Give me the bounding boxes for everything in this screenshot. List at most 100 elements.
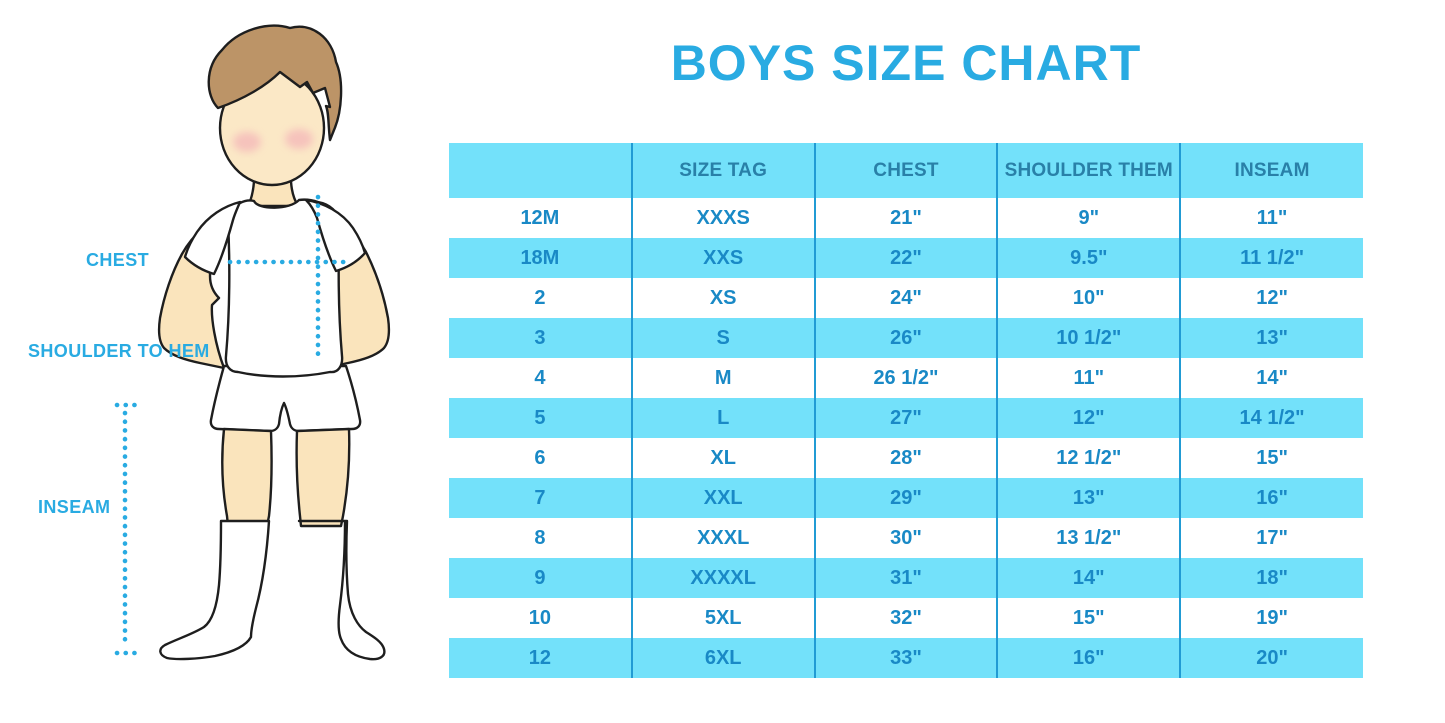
value-cell: XXS	[630, 238, 815, 278]
row-size-cell: 9	[534, 566, 546, 589]
table-row: 12 6XL 33" 16" 20"	[449, 638, 1363, 678]
row-size-cell: 7	[534, 486, 546, 509]
value-cell: 11"	[1179, 198, 1363, 238]
value-cell: 14 1/2"	[1179, 398, 1363, 438]
value-cell: L	[630, 398, 815, 438]
column-header-size	[449, 143, 632, 198]
boy-illustration	[114, 24, 391, 661]
inseam-measure-line	[114, 402, 144, 656]
boy-right-sleeve	[304, 198, 367, 273]
boy-blush-left	[233, 132, 261, 152]
row-size-cell: 12	[528, 646, 552, 669]
column-header-size-tag: SIZE TAG	[630, 143, 815, 198]
shoulder-to-hem-label: SHOULDER TO HEM	[28, 341, 210, 361]
size-table-body: 12M XXXS 21" 9" 11" 18M XXS 22" 9.5" 11 1/2" 2 XS 24…	[449, 198, 1363, 678]
size-table-header: SIZE TAG CHEST SHOULDER THEM INSEAM	[449, 143, 1363, 198]
value-cell: 12"	[1179, 278, 1363, 318]
value-cell: 18"	[1179, 558, 1363, 598]
value-cell: 13"	[996, 478, 1181, 518]
table-row: 2 XS 24" 10" 12"	[449, 278, 1363, 318]
row-size-cell: 10	[528, 606, 552, 629]
column-header-inseam: INSEAM	[1179, 143, 1363, 198]
row-size-cell: 2	[534, 286, 546, 309]
row-size-cell: 4	[534, 366, 546, 389]
boy-left-leg	[221, 427, 273, 528]
value-cell: 21"	[813, 198, 998, 238]
table-row: 8 XXXL 30" 13 1/2" 17"	[449, 518, 1363, 558]
value-cell: 12 1/2"	[996, 438, 1181, 478]
table-row: 12M XXXS 21" 9" 11"	[449, 198, 1363, 238]
value-cell: 6XL	[630, 638, 815, 678]
value-cell: 10 1/2"	[996, 318, 1181, 358]
value-cell: XXXS	[630, 198, 815, 238]
value-cell: 11"	[996, 358, 1181, 398]
value-cell: M	[630, 358, 815, 398]
table-row: 18M XXS 22" 9.5" 11 1/2"	[449, 238, 1363, 278]
size-table: SIZE TAG CHEST SHOULDER THEM INSEAM 12M X…	[449, 143, 1363, 678]
measurement-figure: CHEST SHOULDER TO HEM INSEAM	[0, 0, 450, 723]
value-cell: 29"	[813, 478, 998, 518]
value-cell: 13 1/2"	[996, 518, 1181, 558]
value-cell: 20"	[1179, 638, 1363, 678]
value-cell: 9"	[996, 198, 1181, 238]
value-cell: 26 1/2"	[813, 358, 998, 398]
value-cell: 9.5"	[996, 238, 1181, 278]
column-header-chest: CHEST	[813, 143, 998, 198]
value-cell: 15"	[1179, 438, 1363, 478]
table-row: 5 L 27" 12" 14 1/2"	[449, 398, 1363, 438]
column-header-shoulder-hem: SHOULDER THEM	[996, 143, 1181, 198]
value-cell: XXXL	[630, 518, 815, 558]
table-row: 6 XL 28" 12 1/2" 15"	[449, 438, 1363, 478]
value-cell: 16"	[1179, 478, 1363, 518]
boy-right-sock	[297, 519, 386, 661]
value-cell: XXL	[630, 478, 815, 518]
table-row: 10 5XL 32" 15" 19"	[449, 598, 1363, 638]
value-cell: 32"	[813, 598, 998, 638]
row-size-cell: 5	[534, 406, 546, 429]
value-cell: 14"	[996, 558, 1181, 598]
value-cell: 11 1/2"	[1179, 238, 1363, 278]
value-cell: 30"	[813, 518, 998, 558]
boy-left-sleeve	[183, 200, 242, 276]
value-cell: 31"	[813, 558, 998, 598]
row-size-cell: 3	[534, 326, 546, 349]
row-size-cell: 18M	[520, 246, 560, 269]
boy-left-arm	[157, 212, 234, 370]
inseam-label: INSEAM	[38, 497, 111, 517]
value-cell: 33"	[813, 638, 998, 678]
value-cell: XXXXL	[630, 558, 815, 598]
boy-left-sock	[159, 519, 271, 661]
row-size-cell: 12M	[520, 206, 560, 229]
table-row: 3 S 26" 10 1/2" 13"	[449, 318, 1363, 358]
value-cell: XL	[630, 438, 815, 478]
value-cell: 26"	[813, 318, 998, 358]
value-cell: 10"	[996, 278, 1181, 318]
boy-right-leg	[295, 427, 351, 528]
boy-blush-right	[285, 129, 313, 149]
chest-label: CHEST	[86, 250, 150, 270]
value-cell: 15"	[996, 598, 1181, 638]
value-cell: 24"	[813, 278, 998, 318]
boy-shorts	[209, 364, 362, 433]
value-cell: 27"	[813, 398, 998, 438]
header-row: SIZE TAG CHEST SHOULDER THEM INSEAM	[449, 143, 1363, 198]
value-cell: 5XL	[630, 598, 815, 638]
value-cell: S	[630, 318, 815, 358]
table-row: 7 XXL 29" 13" 16"	[449, 478, 1363, 518]
value-cell: 12"	[996, 398, 1181, 438]
value-cell: 13"	[1179, 318, 1363, 358]
boy-shirt	[224, 198, 344, 378]
value-cell: 16"	[996, 638, 1181, 678]
row-size-cell: 8	[534, 526, 546, 549]
table-row: 4 M 26 1/2" 11" 14"	[449, 358, 1363, 398]
table-row: 9 XXXXL 31" 14" 18"	[449, 558, 1363, 598]
value-cell: 17"	[1179, 518, 1363, 558]
value-cell: 19"	[1179, 598, 1363, 638]
row-size-cell: 6	[534, 446, 546, 469]
value-cell: 14"	[1179, 358, 1363, 398]
page-title: BOYS SIZE CHART	[670, 35, 1142, 91]
value-cell: 28"	[813, 438, 998, 478]
value-cell: XS	[630, 278, 815, 318]
boy-hair	[207, 24, 343, 142]
